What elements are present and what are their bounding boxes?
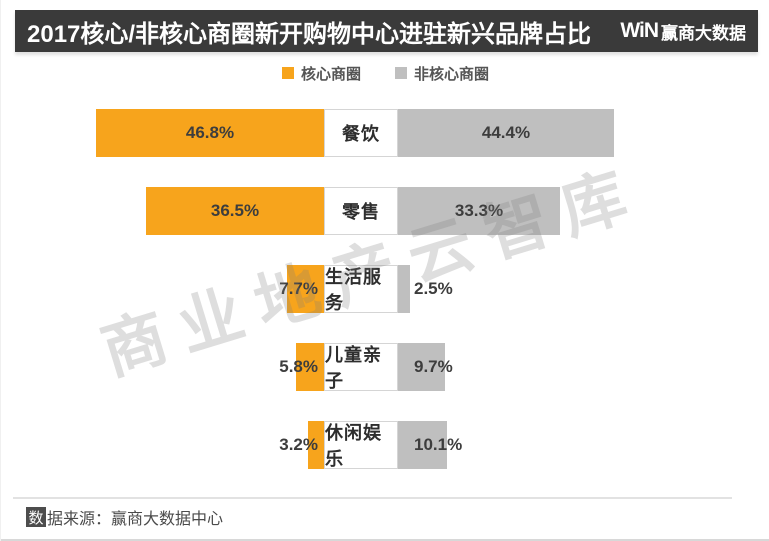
noncore-value-label: 9.7% <box>414 357 453 376</box>
category-label: 零售 <box>342 202 380 222</box>
legend-swatch-icon <box>395 67 407 79</box>
core-value-label: 46.8% <box>185 123 235 142</box>
bottom-edge-line <box>1 539 769 541</box>
inverted-char: 数 <box>26 507 46 527</box>
category-box: 生活服务 <box>324 265 398 313</box>
category-label: 儿童亲子 <box>325 345 382 391</box>
legend-item-0: 核心商圈 <box>281 63 361 84</box>
noncore-value-label: 44.4% <box>481 123 531 142</box>
legend-label: 核心商圈 <box>300 65 361 83</box>
noncore-value-label: 10.1% <box>414 435 463 454</box>
header-bar: 2017核心/非核心商圈新开购物中心进驻新兴品牌占比 WiN 赢商大数据 <box>15 10 758 52</box>
noncore-bar <box>398 265 410 313</box>
core-bar <box>308 421 324 469</box>
core-bar <box>287 265 324 313</box>
win-logo-icon: WiN <box>620 19 659 42</box>
footer-divider <box>13 497 732 499</box>
page-title: 2017核心/非核心商圈新开购物中心进驻新兴品牌占比 <box>27 20 592 48</box>
category-label: 休闲娱乐 <box>325 423 382 469</box>
brand-name: 赢商大数据 <box>661 23 746 43</box>
category-box: 休闲娱乐 <box>324 421 398 469</box>
core-value-label: 7.7% <box>279 279 318 298</box>
core-bar: 46.8% <box>96 109 324 157</box>
core-bar <box>296 343 324 391</box>
category-label: 生活服务 <box>325 267 382 313</box>
category-box: 儿童亲子 <box>324 343 398 391</box>
noncore-value-label: 33.3% <box>454 201 504 220</box>
noncore-bar <box>398 343 445 391</box>
noncore-bar <box>398 421 447 469</box>
core-value-label: 36.5% <box>210 201 260 220</box>
brand-logo: WiN 赢商大数据 <box>620 19 746 44</box>
legend-item-1: 非核心商圈 <box>395 63 489 84</box>
legend-swatch-icon <box>281 67 294 79</box>
core-value-label: 3.2% <box>279 435 318 454</box>
data-source-text: 据来源：赢商大数据中心 <box>47 511 224 528</box>
data-source-note: 数 据来源：赢商大数据中心 <box>26 506 223 528</box>
category-box: 零售 <box>324 187 398 235</box>
legend-label: 非核心商圈 <box>414 65 490 83</box>
legend: 核心商圈 非核心商圈 <box>1 62 769 84</box>
noncore-value-label: 2.5% <box>414 279 453 298</box>
core-bar: 36.5% <box>146 187 324 235</box>
noncore-bar: 44.4% <box>398 109 614 157</box>
category-box: 餐饮 <box>324 109 398 157</box>
noncore-bar: 33.3% <box>398 187 560 235</box>
category-label: 餐饮 <box>342 124 380 144</box>
core-value-label: 5.8% <box>279 357 318 376</box>
